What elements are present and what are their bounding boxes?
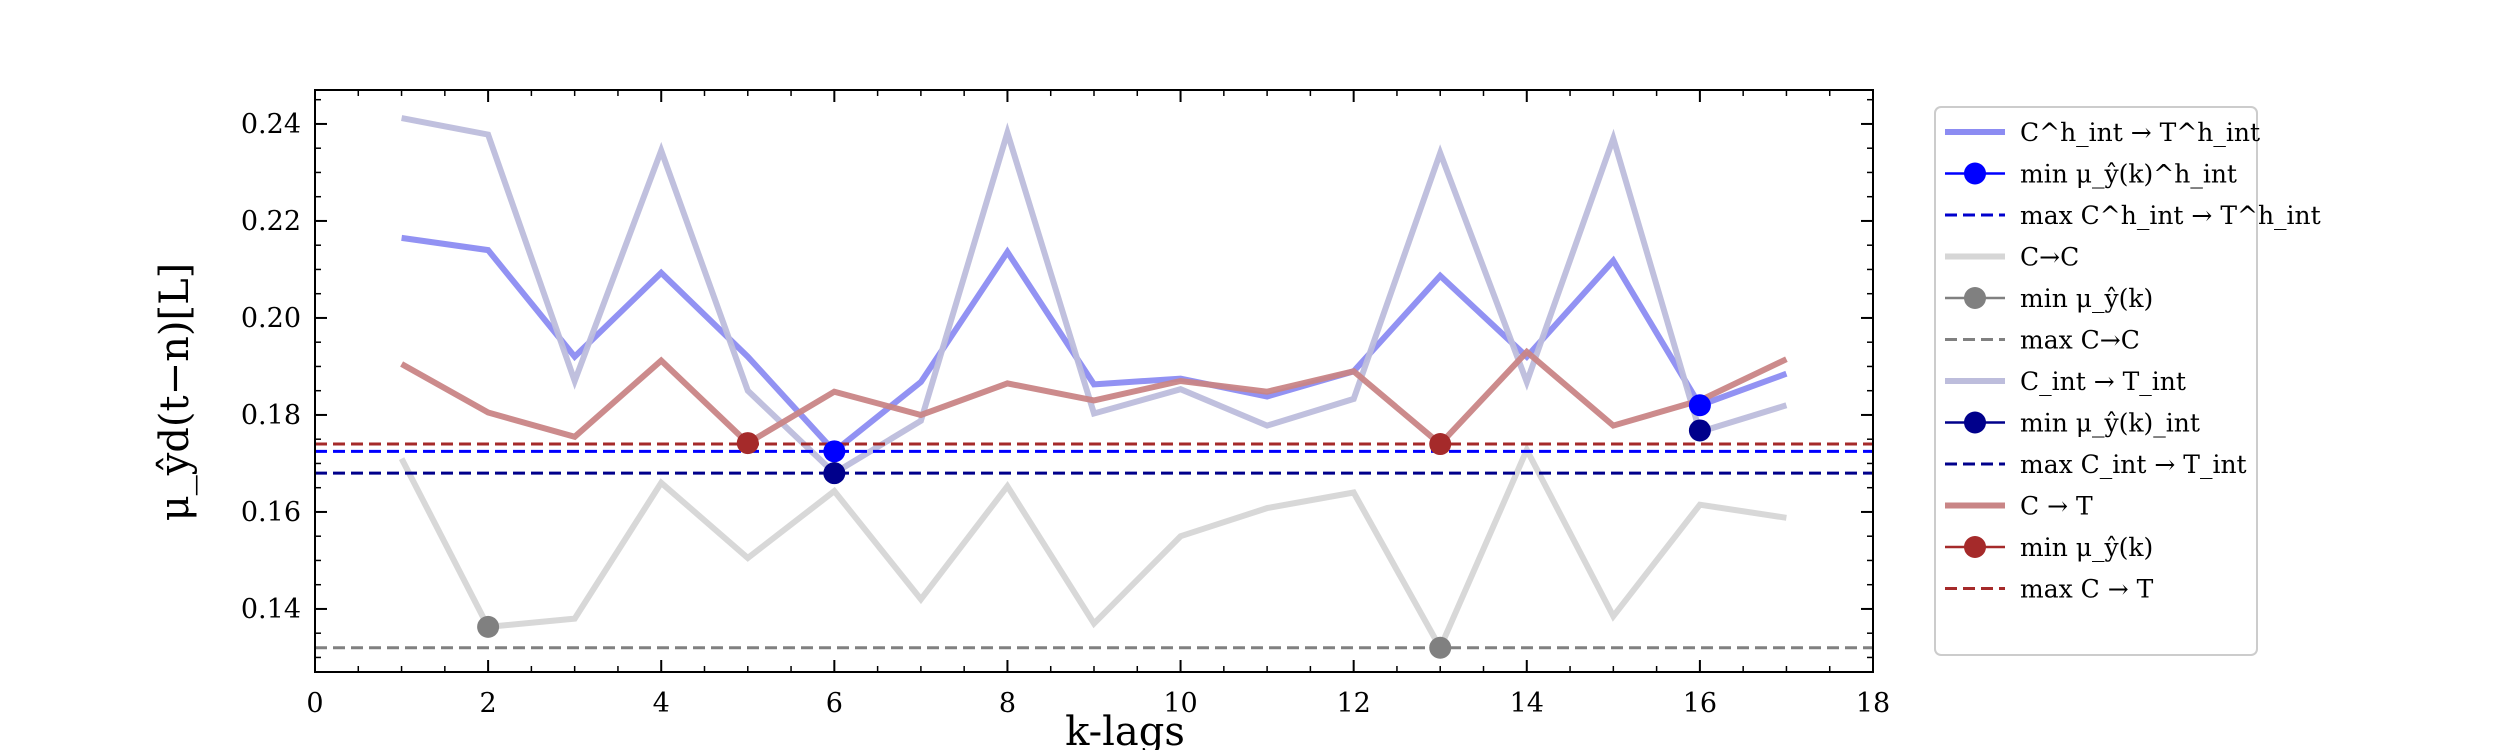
legend-marker-swatch <box>1964 536 1986 558</box>
legend-label: C^h_int → T^h_int <box>2020 118 2260 147</box>
legend-item: min μ_ŷ(k)_int <box>1945 409 2200 438</box>
legend-label: C → T <box>2020 492 2093 521</box>
axes: 0 2 4 6 8 10 12 14 16 18 0.14 0.16 0.18 0.20 0.22 0.24 <box>241 89 1890 719</box>
legend-marker-swatch <box>1964 162 1986 185</box>
legend-item: max C^h_int → T^h_int <box>1945 201 2321 230</box>
min-marker-1-2 <box>1688 394 1711 417</box>
legend-label: max C_int → T_int <box>2020 450 2247 479</box>
y-tick-label: 0.18 <box>241 400 301 431</box>
x-axis-label: k-lags <box>1065 709 1185 750</box>
legend-label: max C^h_int → T^h_int <box>2020 201 2321 230</box>
legend-frame <box>1934 106 2258 656</box>
legend-item: max C → T <box>1945 575 2154 604</box>
series-line-4 <box>400 347 1788 449</box>
x-tick-label: 8 <box>999 688 1016 719</box>
legend-label: min μ_ŷ(k) <box>2020 284 2153 313</box>
y-tick-label: 0.22 <box>241 206 301 237</box>
legend-item: min μ_ŷ(k) <box>1945 533 2153 562</box>
legend-item: C_int → T_int <box>1945 367 2186 396</box>
legend-item: max C→C <box>1945 326 2140 355</box>
min-marker-3-2 <box>1688 419 1711 442</box>
legend-item: min μ_ŷ(k)^h_int <box>1945 160 2237 189</box>
x-tick-label: 10 <box>1163 688 1197 719</box>
x-tick-label: 16 <box>1683 688 1717 719</box>
legend-item: C → T <box>1945 492 2093 521</box>
series-line-1 <box>401 234 1788 456</box>
min-marker-2-1 <box>477 615 500 638</box>
legend-marker-swatch <box>1964 287 1986 309</box>
min-marker-4-1 <box>736 432 759 455</box>
legend-label: C→C <box>2020 243 2079 272</box>
legend-label: max C→C <box>2020 326 2140 355</box>
y-axis-label: μ_ŷd(t−n)[L] <box>152 263 198 522</box>
legend-item: C→C <box>1945 243 2079 272</box>
legend-label: min μ_ŷ(k) <box>2020 533 2153 562</box>
x-tick-label: 12 <box>1336 688 1370 719</box>
x-tick-label: 18 <box>1856 688 1890 719</box>
series-line-3 <box>401 115 1788 477</box>
x-tick-label: 0 <box>306 688 323 719</box>
x-tick-label: 4 <box>653 688 670 719</box>
legend-label: C_int → T_int <box>2020 367 2186 396</box>
legend-label: min μ_ŷ(k)^h_int <box>2020 160 2237 189</box>
legend-label: min μ_ŷ(k)_int <box>2020 409 2200 438</box>
legend-item: max C_int → T_int <box>1945 450 2247 479</box>
min-marker-4-2 <box>1429 433 1452 456</box>
min-marker-3-1 <box>823 462 846 485</box>
legend-item: min μ_ŷ(k) <box>1945 284 2153 313</box>
x-tick-label: 14 <box>1510 688 1544 719</box>
y-tick-label: 0.24 <box>241 109 301 140</box>
y-tick-label: 0.14 <box>241 594 301 625</box>
legend-marker-swatch <box>1964 411 1986 434</box>
plot-area <box>315 115 1873 659</box>
x-tick-label: 6 <box>826 688 843 719</box>
y-tick-label: 0.20 <box>241 303 301 334</box>
series-line-2 <box>398 442 1787 655</box>
min-marker-2-2 <box>1429 636 1452 659</box>
min-marker-1-1 <box>823 440 846 463</box>
legend-item: C^h_int → T^h_int <box>1945 118 2260 147</box>
x-tick-label: 2 <box>480 688 497 719</box>
legend-label: max C → T <box>2020 575 2154 604</box>
y-tick-label: 0.16 <box>241 497 301 528</box>
